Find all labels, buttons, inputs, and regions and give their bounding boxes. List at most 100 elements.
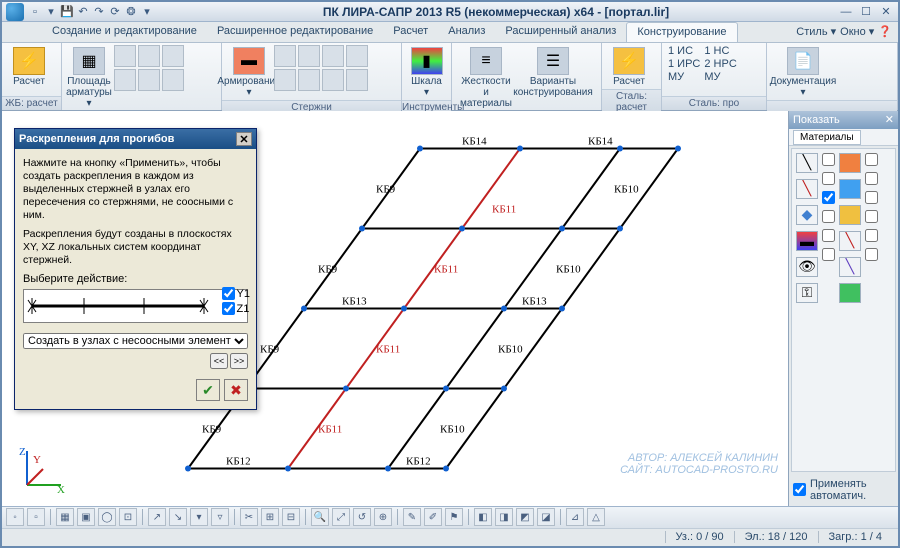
cancel-button[interactable]: ✖ <box>224 379 248 401</box>
swatch-icon[interactable] <box>839 153 861 173</box>
eye-icon[interactable]: 👁 <box>796 257 818 277</box>
tab-calc[interactable]: Расчет <box>383 22 438 41</box>
tool-icon[interactable]: ◧ <box>474 508 492 526</box>
save-icon[interactable]: 💾 <box>60 5 74 19</box>
mat-check[interactable] <box>822 229 835 242</box>
mat-check[interactable] <box>865 172 878 185</box>
y1-check[interactable] <box>222 287 235 300</box>
swatch-icon[interactable] <box>839 205 861 225</box>
palette-close-icon[interactable]: ✕ <box>885 113 894 126</box>
next-button[interactable]: >> <box>230 353 248 369</box>
tool-icon[interactable]: ✐ <box>424 508 442 526</box>
tab-analysis[interactable]: Анализ <box>438 22 495 41</box>
swatch-icon[interactable] <box>839 283 861 303</box>
tool-icon[interactable]: ⤢ <box>332 508 350 526</box>
tool-icon[interactable] <box>114 45 136 67</box>
steel-1irc[interactable]: 1 ИРC <box>668 58 700 70</box>
minimize-button[interactable]: — <box>838 5 854 19</box>
tool-icon[interactable]: ⊞ <box>261 508 279 526</box>
mat-check[interactable] <box>865 153 878 166</box>
palette-tab[interactable]: Материалы <box>793 130 861 145</box>
tool-icon[interactable]: ▿ <box>211 508 229 526</box>
cube-icon[interactable]: ◆ <box>796 205 818 225</box>
steel-calc-button[interactable]: ⚡ Расчет <box>608 45 650 89</box>
more-icon[interactable]: ▾ <box>140 5 154 19</box>
calc-button[interactable]: ⚡ Расчет <box>8 45 50 89</box>
auto-apply-check[interactable] <box>793 483 806 496</box>
tool-icon[interactable]: 🔍 <box>311 508 329 526</box>
tab-create[interactable]: Создание и редактирование <box>42 22 207 41</box>
steel-my2[interactable]: МУ <box>704 71 736 83</box>
tool-icon[interactable]: ↗ <box>148 508 166 526</box>
refresh-icon[interactable]: ⟳ <box>108 5 122 19</box>
tool-icon[interactable] <box>138 45 160 67</box>
steel-2nrc[interactable]: 2 НРC <box>704 58 736 70</box>
settings-icon[interactable]: ❂ <box>124 5 138 19</box>
apply-button[interactable]: ✔ <box>196 379 220 401</box>
mat-check[interactable] <box>822 172 835 185</box>
mat-check[interactable] <box>865 229 878 242</box>
hatch-icon[interactable]: ╲ <box>839 257 861 277</box>
tool-icon[interactable]: ⊟ <box>282 508 300 526</box>
tool-icon[interactable]: ▦ <box>56 508 74 526</box>
steel-1nc2[interactable]: 1 НC <box>704 45 736 57</box>
swatch-icon[interactable] <box>839 179 861 199</box>
tool-icon[interactable] <box>162 45 184 67</box>
key-icon[interactable]: ⚿ <box>796 283 818 303</box>
tool-icon[interactable] <box>298 69 320 91</box>
z1-check[interactable] <box>222 302 235 315</box>
tab-construct[interactable]: Конструирование <box>626 22 737 41</box>
tool-icon[interactable] <box>346 69 368 91</box>
tool-icon[interactable] <box>138 69 160 91</box>
tab-extedit[interactable]: Расширенное редактирование <box>207 22 383 41</box>
tab-extanalysis[interactable]: Расширенный анализ <box>495 22 626 41</box>
mat-check[interactable] <box>822 248 835 261</box>
tool-icon[interactable]: ▫ <box>27 508 45 526</box>
layers-icon[interactable]: ▬ <box>796 231 818 251</box>
tool-icon[interactable]: ◦ <box>6 508 24 526</box>
tool-icon[interactable]: ◩ <box>516 508 534 526</box>
tool-icon[interactable]: ▾ <box>190 508 208 526</box>
mat-check[interactable] <box>865 191 878 204</box>
help-icon[interactable]: ❓ <box>878 25 892 38</box>
arm-button[interactable]: ▬ Армирование ▾ <box>228 45 270 100</box>
mat-check[interactable] <box>865 248 878 261</box>
tool-icon[interactable] <box>346 45 368 67</box>
dialog-close-icon[interactable]: ✕ <box>236 132 252 146</box>
tool-icon[interactable]: ⊿ <box>566 508 584 526</box>
close-button[interactable]: ✕ <box>878 5 894 19</box>
mat-check[interactable] <box>822 153 835 166</box>
new-icon[interactable]: ▫ <box>28 5 42 19</box>
tool-icon[interactable] <box>162 69 184 91</box>
area-button[interactable]: ▦ Площадь арматуры ▾ <box>68 45 110 111</box>
hatch-icon[interactable]: ╲ <box>839 231 861 251</box>
tool-icon[interactable]: ✎ <box>403 508 421 526</box>
doc-button[interactable]: 📄 Документация ▾ <box>773 45 833 100</box>
prev-button[interactable]: << <box>210 353 228 369</box>
undo-icon[interactable]: ↶ <box>76 5 90 19</box>
tool-icon[interactable] <box>322 69 344 91</box>
tool-icon[interactable]: ↺ <box>353 508 371 526</box>
mat-check[interactable] <box>822 210 835 223</box>
tool-icon[interactable]: ▣ <box>77 508 95 526</box>
scale-button[interactable]: ▮ Шкала ▾ <box>408 45 445 100</box>
tool-icon[interactable]: ⚑ <box>445 508 463 526</box>
open-icon[interactable]: ▾ <box>44 5 58 19</box>
redo-icon[interactable]: ↷ <box>92 5 106 19</box>
tool-icon[interactable] <box>114 69 136 91</box>
tool-icon[interactable] <box>322 45 344 67</box>
tool-icon[interactable]: ⊡ <box>119 508 137 526</box>
tool-icon[interactable]: ⊕ <box>374 508 392 526</box>
tool-icon[interactable]: ◨ <box>495 508 513 526</box>
line-icon[interactable]: ╲ <box>796 153 818 173</box>
steel-my[interactable]: МУ <box>668 71 700 83</box>
variants-button[interactable]: ☰ Варианты конструирования <box>518 45 588 100</box>
maximize-button[interactable]: ☐ <box>858 5 874 19</box>
mat-check[interactable] <box>865 210 878 223</box>
tool-icon[interactable] <box>298 45 320 67</box>
mat-check[interactable] <box>822 191 835 204</box>
tool-icon[interactable]: ◯ <box>98 508 116 526</box>
window-menu[interactable]: Окно ▾ <box>840 25 874 38</box>
line2-icon[interactable]: ╲ <box>796 179 818 199</box>
tool-icon[interactable]: △ <box>587 508 605 526</box>
